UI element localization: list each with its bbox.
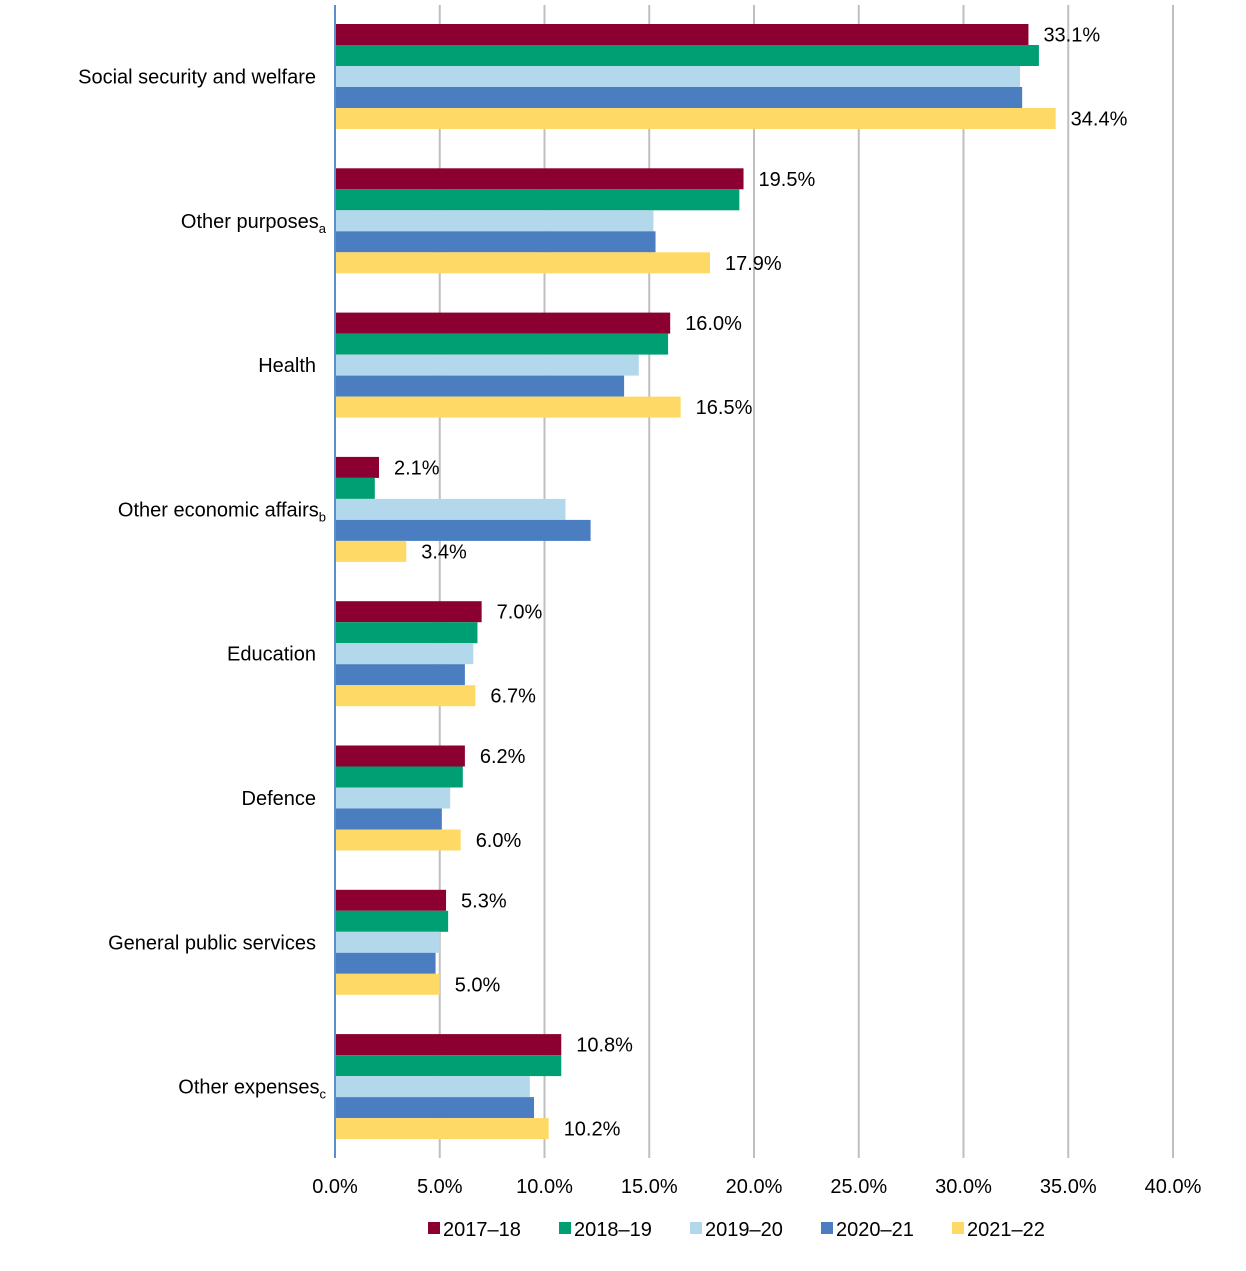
legend-label: 2017–18 xyxy=(443,1219,521,1241)
bar xyxy=(335,519,591,541)
bar xyxy=(335,910,449,932)
bar xyxy=(335,354,639,376)
data-label: 5.0% xyxy=(455,974,501,996)
bar xyxy=(335,643,474,665)
category-label: Defence xyxy=(242,788,317,810)
data-label: 3.4% xyxy=(421,541,467,563)
x-tick-label: 5.0% xyxy=(417,1176,463,1198)
bar xyxy=(335,312,671,334)
bar xyxy=(335,540,407,562)
legend-label: 2018–19 xyxy=(574,1219,652,1241)
bar xyxy=(335,477,375,499)
data-label: 5.3% xyxy=(461,890,507,912)
bar xyxy=(335,1097,535,1119)
bar xyxy=(335,787,451,809)
bar xyxy=(335,168,744,190)
bar xyxy=(335,24,1029,45)
bar xyxy=(335,231,656,253)
bar xyxy=(335,766,463,788)
x-tick-label: 40.0% xyxy=(1145,1176,1202,1198)
data-label: 34.4% xyxy=(1071,109,1128,131)
bar xyxy=(335,108,1056,129)
legend-swatch xyxy=(428,1222,440,1234)
bar xyxy=(335,1076,530,1098)
bar xyxy=(335,973,440,995)
data-label: 19.5% xyxy=(759,169,816,191)
bar xyxy=(335,685,476,707)
data-label: 16.0% xyxy=(685,313,742,335)
category-label: Other economic affairsb xyxy=(118,499,326,524)
x-tick-label: 20.0% xyxy=(726,1176,783,1198)
data-label: 6.2% xyxy=(480,746,526,768)
legend-label: 2020–21 xyxy=(836,1219,914,1241)
x-tick-label: 35.0% xyxy=(1040,1176,1097,1198)
bar xyxy=(335,664,465,686)
bar xyxy=(335,396,681,418)
bar xyxy=(335,829,461,851)
bar xyxy=(335,952,436,974)
bar xyxy=(335,333,669,355)
data-label: 10.2% xyxy=(564,1119,621,1141)
bar xyxy=(335,252,711,274)
bar xyxy=(335,498,566,520)
bar xyxy=(335,66,1021,87)
bars xyxy=(335,24,1056,1140)
legend-label: 2019–20 xyxy=(705,1219,783,1241)
labels: 0.0% 5.0% 10.0% 15.0% 20.0% 25.0% 30.0% 35.0% 40… xyxy=(78,25,1201,1199)
data-label: 7.0% xyxy=(497,602,543,624)
bar xyxy=(335,1055,562,1077)
bar xyxy=(335,189,740,211)
data-label: 33.1% xyxy=(1043,25,1100,47)
bar xyxy=(335,87,1023,108)
bar xyxy=(335,210,654,232)
legend-swatch xyxy=(559,1222,571,1234)
bar xyxy=(335,375,625,397)
bar xyxy=(335,622,478,644)
data-label: 17.9% xyxy=(725,253,782,275)
legend: 2017–18 2018–19 2019–20 2020–21 2021–22 xyxy=(428,1219,1045,1241)
x-tick-label: 25.0% xyxy=(830,1176,887,1198)
bar xyxy=(335,1034,562,1056)
bar xyxy=(335,931,440,953)
x-tick-label: 30.0% xyxy=(935,1176,992,1198)
category-label: Health xyxy=(258,355,316,377)
legend-swatch xyxy=(690,1222,702,1234)
bar xyxy=(335,1118,549,1140)
legend-label: 2021–22 xyxy=(967,1219,1045,1241)
legend-swatch xyxy=(952,1222,964,1234)
data-label: 6.7% xyxy=(490,686,536,708)
bar xyxy=(335,745,465,767)
bar xyxy=(335,456,379,478)
x-tick-label: 0.0% xyxy=(312,1176,358,1198)
legend-swatch xyxy=(821,1222,833,1234)
category-label: Education xyxy=(227,644,316,666)
data-label: 6.0% xyxy=(476,830,522,852)
x-tick-label: 10.0% xyxy=(516,1176,573,1198)
category-label: Other purposesa xyxy=(181,211,327,236)
data-label: 16.5% xyxy=(696,397,753,419)
category-label: Social security and welfare xyxy=(78,67,316,89)
data-label: 2.1% xyxy=(394,457,440,479)
bar xyxy=(335,808,442,830)
bar xyxy=(335,889,447,911)
x-tick-label: 15.0% xyxy=(621,1176,678,1198)
data-label: 10.8% xyxy=(576,1035,633,1057)
bar xyxy=(335,601,482,623)
bar xyxy=(335,45,1039,66)
category-label: Other expensesc xyxy=(178,1077,326,1102)
category-label: General public services xyxy=(108,932,316,954)
